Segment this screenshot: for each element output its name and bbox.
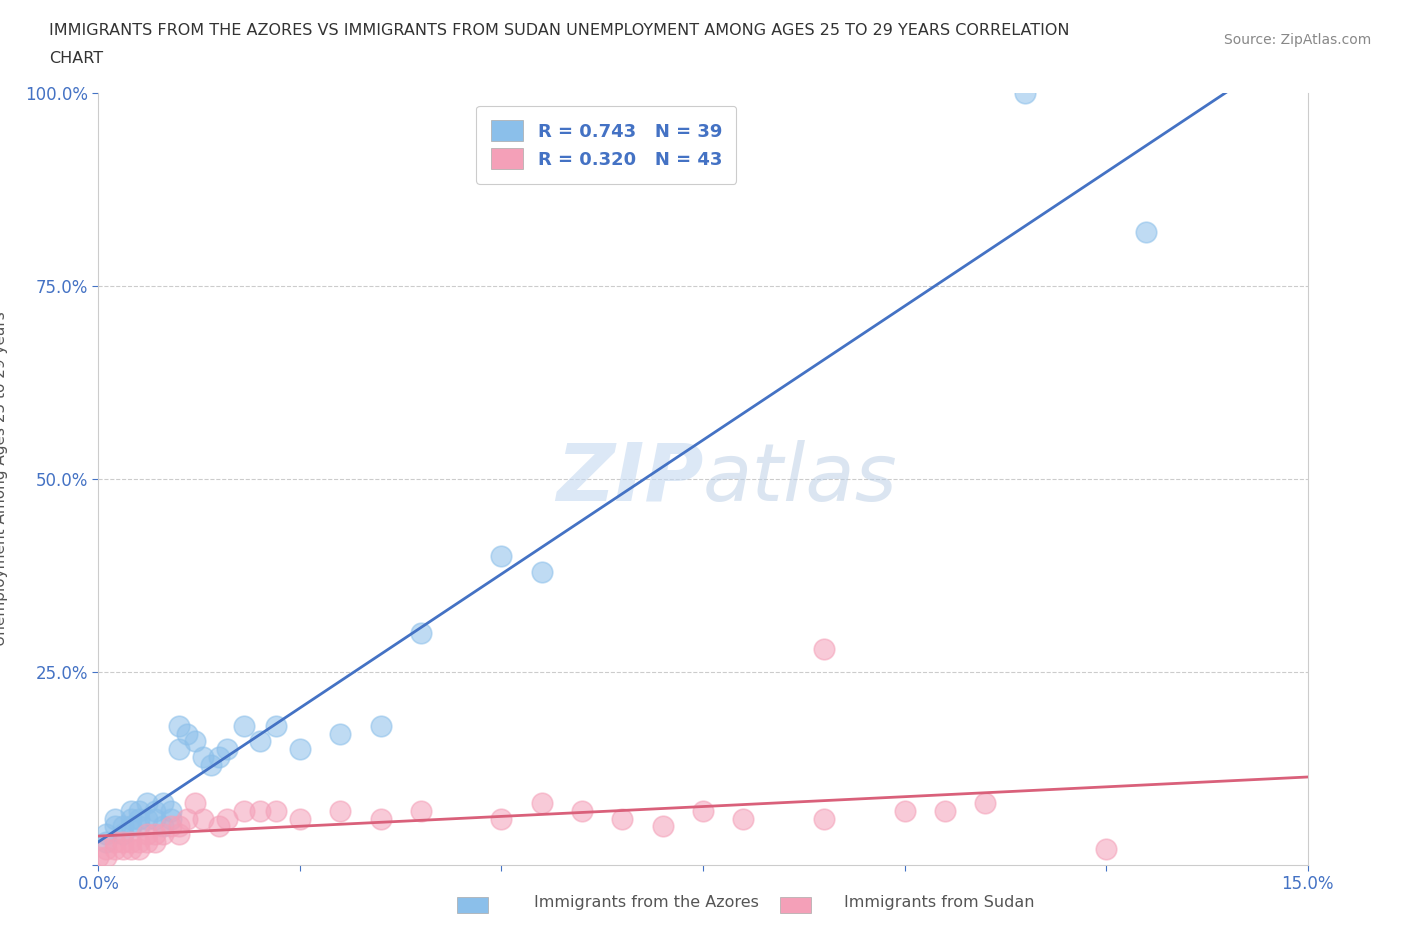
Point xyxy=(96,834,118,849)
Point xyxy=(167,827,190,842)
Point xyxy=(208,750,231,764)
Point xyxy=(612,811,634,826)
Point xyxy=(160,811,183,826)
Point xyxy=(208,819,231,834)
Text: Immigrants from the Azores: Immigrants from the Azores xyxy=(534,895,759,910)
Point xyxy=(160,804,183,818)
Point xyxy=(934,804,956,818)
Point xyxy=(143,811,166,826)
Point xyxy=(1014,86,1036,100)
Point xyxy=(103,842,125,857)
Point xyxy=(329,726,352,741)
Text: CHART: CHART xyxy=(49,51,103,66)
Point xyxy=(135,834,157,849)
Point xyxy=(1095,842,1118,857)
Point xyxy=(530,565,553,579)
Point xyxy=(135,811,157,826)
Point xyxy=(120,834,142,849)
Point xyxy=(128,811,150,826)
Point xyxy=(249,804,271,818)
Point xyxy=(111,827,134,842)
Point xyxy=(120,819,142,834)
Point xyxy=(87,850,110,865)
Point xyxy=(167,819,190,834)
Point xyxy=(491,811,513,826)
Point xyxy=(249,734,271,749)
Point xyxy=(370,719,392,734)
Point xyxy=(128,834,150,849)
Point xyxy=(135,827,157,842)
Point xyxy=(193,811,215,826)
Point xyxy=(200,757,222,772)
Point xyxy=(96,842,118,857)
Point xyxy=(160,819,183,834)
Point xyxy=(184,796,207,811)
Text: Immigrants from Sudan: Immigrants from Sudan xyxy=(844,895,1033,910)
Point xyxy=(96,850,118,865)
Point xyxy=(120,842,142,857)
Point xyxy=(176,726,198,741)
Point xyxy=(370,811,392,826)
Point xyxy=(651,819,673,834)
Point xyxy=(152,827,174,842)
Text: atlas: atlas xyxy=(703,440,898,518)
Point xyxy=(288,742,311,757)
Point xyxy=(491,549,513,564)
Point xyxy=(143,827,166,842)
Point xyxy=(176,811,198,826)
Point xyxy=(184,734,207,749)
Point xyxy=(264,804,287,818)
Text: Source: ZipAtlas.com: Source: ZipAtlas.com xyxy=(1223,33,1371,46)
Point xyxy=(143,804,166,818)
Point xyxy=(128,819,150,834)
Point xyxy=(530,796,553,811)
Point xyxy=(974,796,997,811)
Point xyxy=(111,819,134,834)
Text: ZIP: ZIP xyxy=(555,440,703,518)
Point xyxy=(232,804,254,818)
Point xyxy=(167,719,190,734)
Point xyxy=(103,811,125,826)
Point xyxy=(571,804,593,818)
Point xyxy=(103,819,125,834)
Point xyxy=(193,750,215,764)
Point xyxy=(409,804,432,818)
Point xyxy=(111,834,134,849)
Point xyxy=(152,819,174,834)
Point xyxy=(167,742,190,757)
Point xyxy=(264,719,287,734)
Point xyxy=(128,804,150,818)
Point xyxy=(103,834,125,849)
Point xyxy=(232,719,254,734)
Point xyxy=(96,827,118,842)
Point xyxy=(217,811,239,826)
Y-axis label: Unemployment Among Ages 25 to 29 years: Unemployment Among Ages 25 to 29 years xyxy=(0,312,8,646)
Point xyxy=(288,811,311,826)
Point xyxy=(813,642,835,657)
Point xyxy=(120,804,142,818)
Point xyxy=(128,842,150,857)
Point xyxy=(733,811,755,826)
Point xyxy=(329,804,352,818)
Point xyxy=(813,811,835,826)
Point xyxy=(152,796,174,811)
Text: IMMIGRANTS FROM THE AZORES VS IMMIGRANTS FROM SUDAN UNEMPLOYMENT AMONG AGES 25 T: IMMIGRANTS FROM THE AZORES VS IMMIGRANTS… xyxy=(49,23,1070,38)
Point xyxy=(1135,224,1157,239)
Point xyxy=(135,796,157,811)
Point xyxy=(120,811,142,826)
Point xyxy=(217,742,239,757)
Point xyxy=(692,804,714,818)
Legend: R = 0.743   N = 39, R = 0.320   N = 43: R = 0.743 N = 39, R = 0.320 N = 43 xyxy=(477,106,737,184)
Point xyxy=(111,842,134,857)
Point xyxy=(409,626,432,641)
Point xyxy=(893,804,915,818)
Point xyxy=(143,834,166,849)
